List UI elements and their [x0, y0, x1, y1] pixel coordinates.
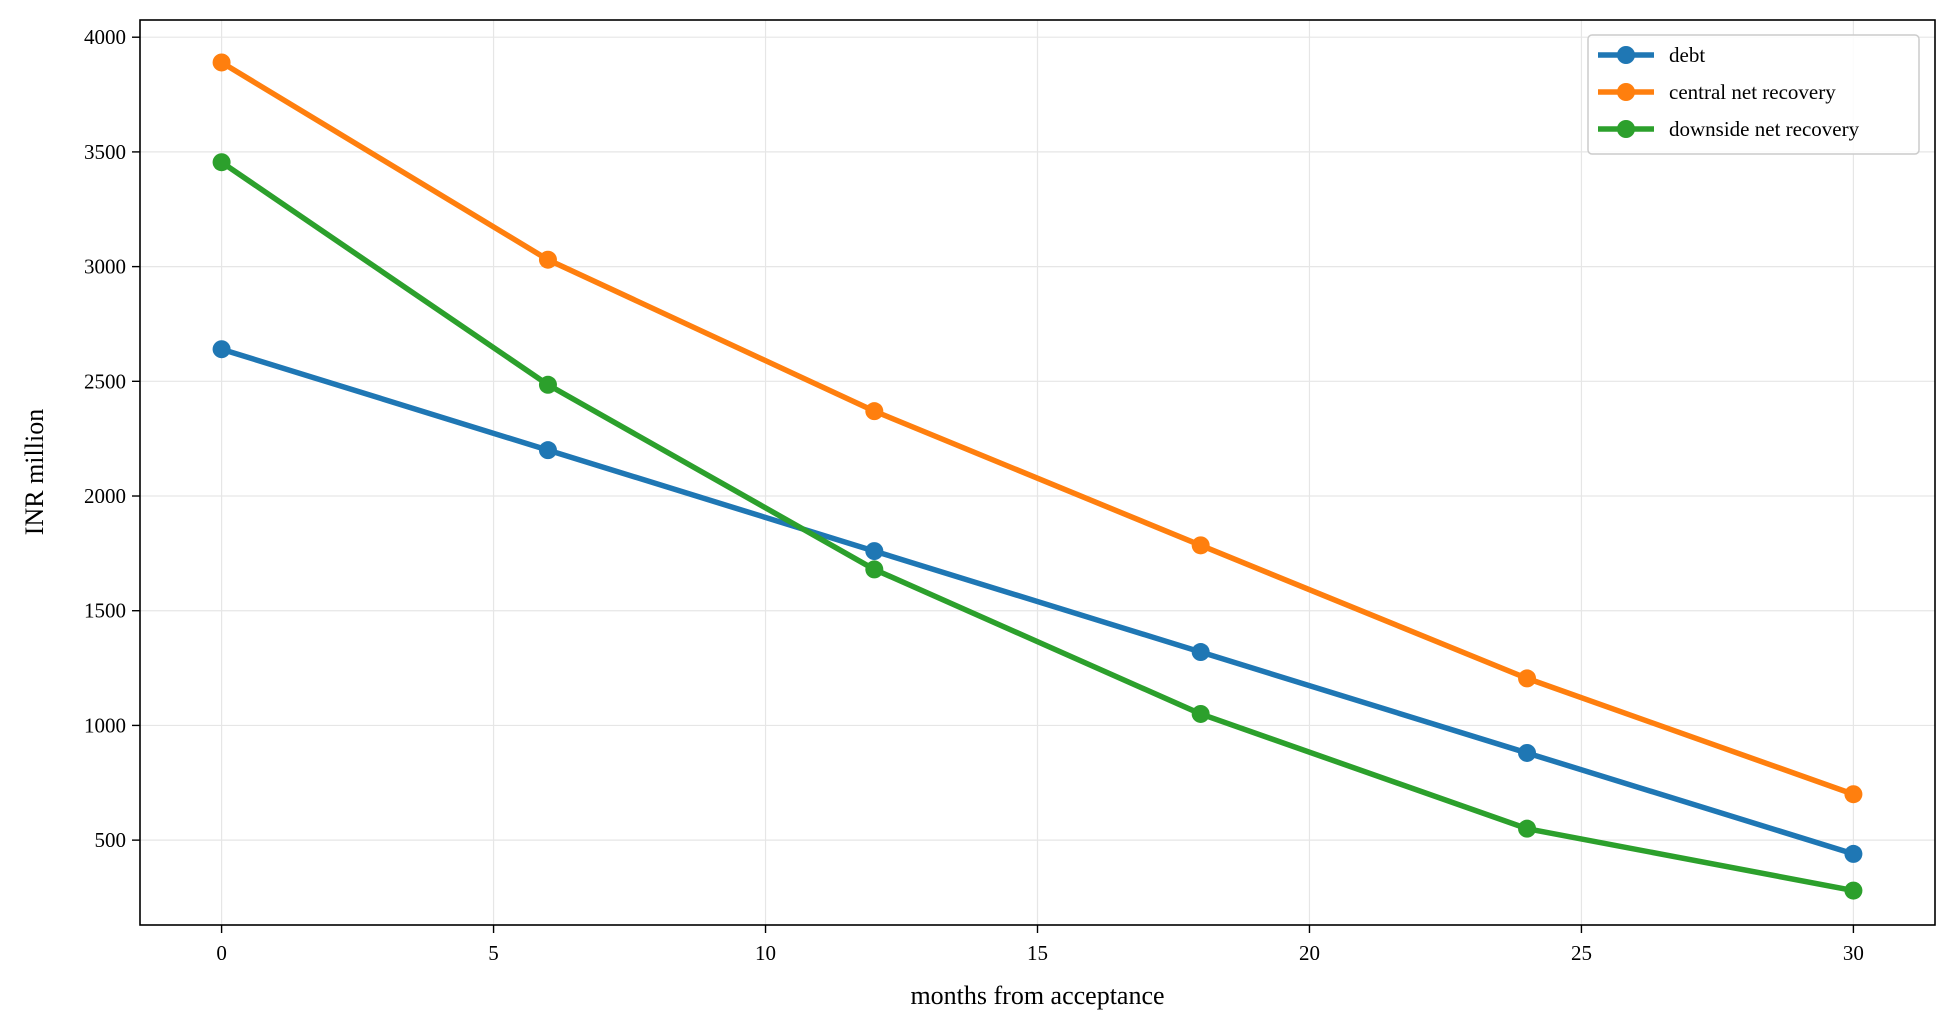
legend-marker	[1617, 83, 1635, 101]
legend: debt central net recovery downside net rec…	[1587, 34, 1920, 155]
y-tick-label: 1000	[84, 713, 126, 737]
legend-item: downside net recovery	[1598, 117, 1860, 141]
legend-item: central net recovery	[1598, 80, 1836, 104]
x-tick-label: 30	[1843, 941, 1864, 965]
data-point	[865, 560, 884, 579]
data-point	[865, 542, 884, 561]
legend-label: debt	[1669, 43, 1705, 67]
y-tick-label: 500	[95, 828, 127, 852]
data-point	[1518, 669, 1537, 688]
data-point	[1518, 743, 1537, 762]
legend-label: downside net recovery	[1669, 117, 1860, 141]
data-point	[865, 402, 884, 421]
y-tick-label: 4000	[84, 25, 126, 49]
series-downside-net-recovery	[212, 153, 1863, 900]
data-point	[538, 375, 557, 394]
data-point	[1844, 881, 1863, 900]
y-tick-label: 2000	[84, 484, 126, 508]
y-tick-label: 3000	[84, 255, 126, 279]
y-tick-label: 3500	[84, 140, 126, 164]
data-point	[1518, 819, 1537, 838]
y-tick-label: 2500	[84, 369, 126, 393]
data-point	[1844, 844, 1863, 863]
series-debt	[212, 340, 1863, 863]
data-point	[538, 250, 557, 269]
data-point	[1844, 785, 1863, 804]
data-point	[1191, 704, 1210, 723]
x-tick-label: 25	[1571, 941, 1592, 965]
legend-marker	[1617, 120, 1635, 138]
legend-box	[1587, 34, 1920, 155]
series-lines	[212, 53, 1863, 900]
legend-item: debt	[1598, 43, 1705, 67]
axis-ticks: 0 5 10 15 20 25 30 500 1000 1500 2000 2500 3000 3500 4…	[84, 25, 1864, 965]
grid-lines	[140, 20, 1935, 925]
x-tick-label: 10	[755, 941, 776, 965]
data-point	[1191, 643, 1210, 662]
x-tick-label: 20	[1299, 941, 1320, 965]
x-tick-label: 0	[216, 941, 227, 965]
legend-items: debt central net recovery downside net rec…	[1598, 43, 1860, 141]
x-axis-label: months from acceptance	[910, 981, 1164, 1010]
series-central-net-recovery	[212, 53, 1863, 804]
data-point	[1191, 536, 1210, 555]
series-line	[218, 159, 1857, 894]
data-point	[538, 441, 557, 460]
x-tick-label: 5	[488, 941, 499, 965]
legend-label: central net recovery	[1669, 80, 1836, 104]
series-line	[218, 346, 1857, 857]
legend-marker	[1617, 46, 1635, 64]
data-point	[212, 340, 231, 359]
x-tick-label: 15	[1027, 941, 1048, 965]
y-axis-label: INR million	[20, 409, 49, 535]
y-tick-label: 1500	[84, 599, 126, 623]
data-point	[212, 153, 231, 172]
series-line	[218, 59, 1857, 797]
data-point	[212, 53, 231, 72]
